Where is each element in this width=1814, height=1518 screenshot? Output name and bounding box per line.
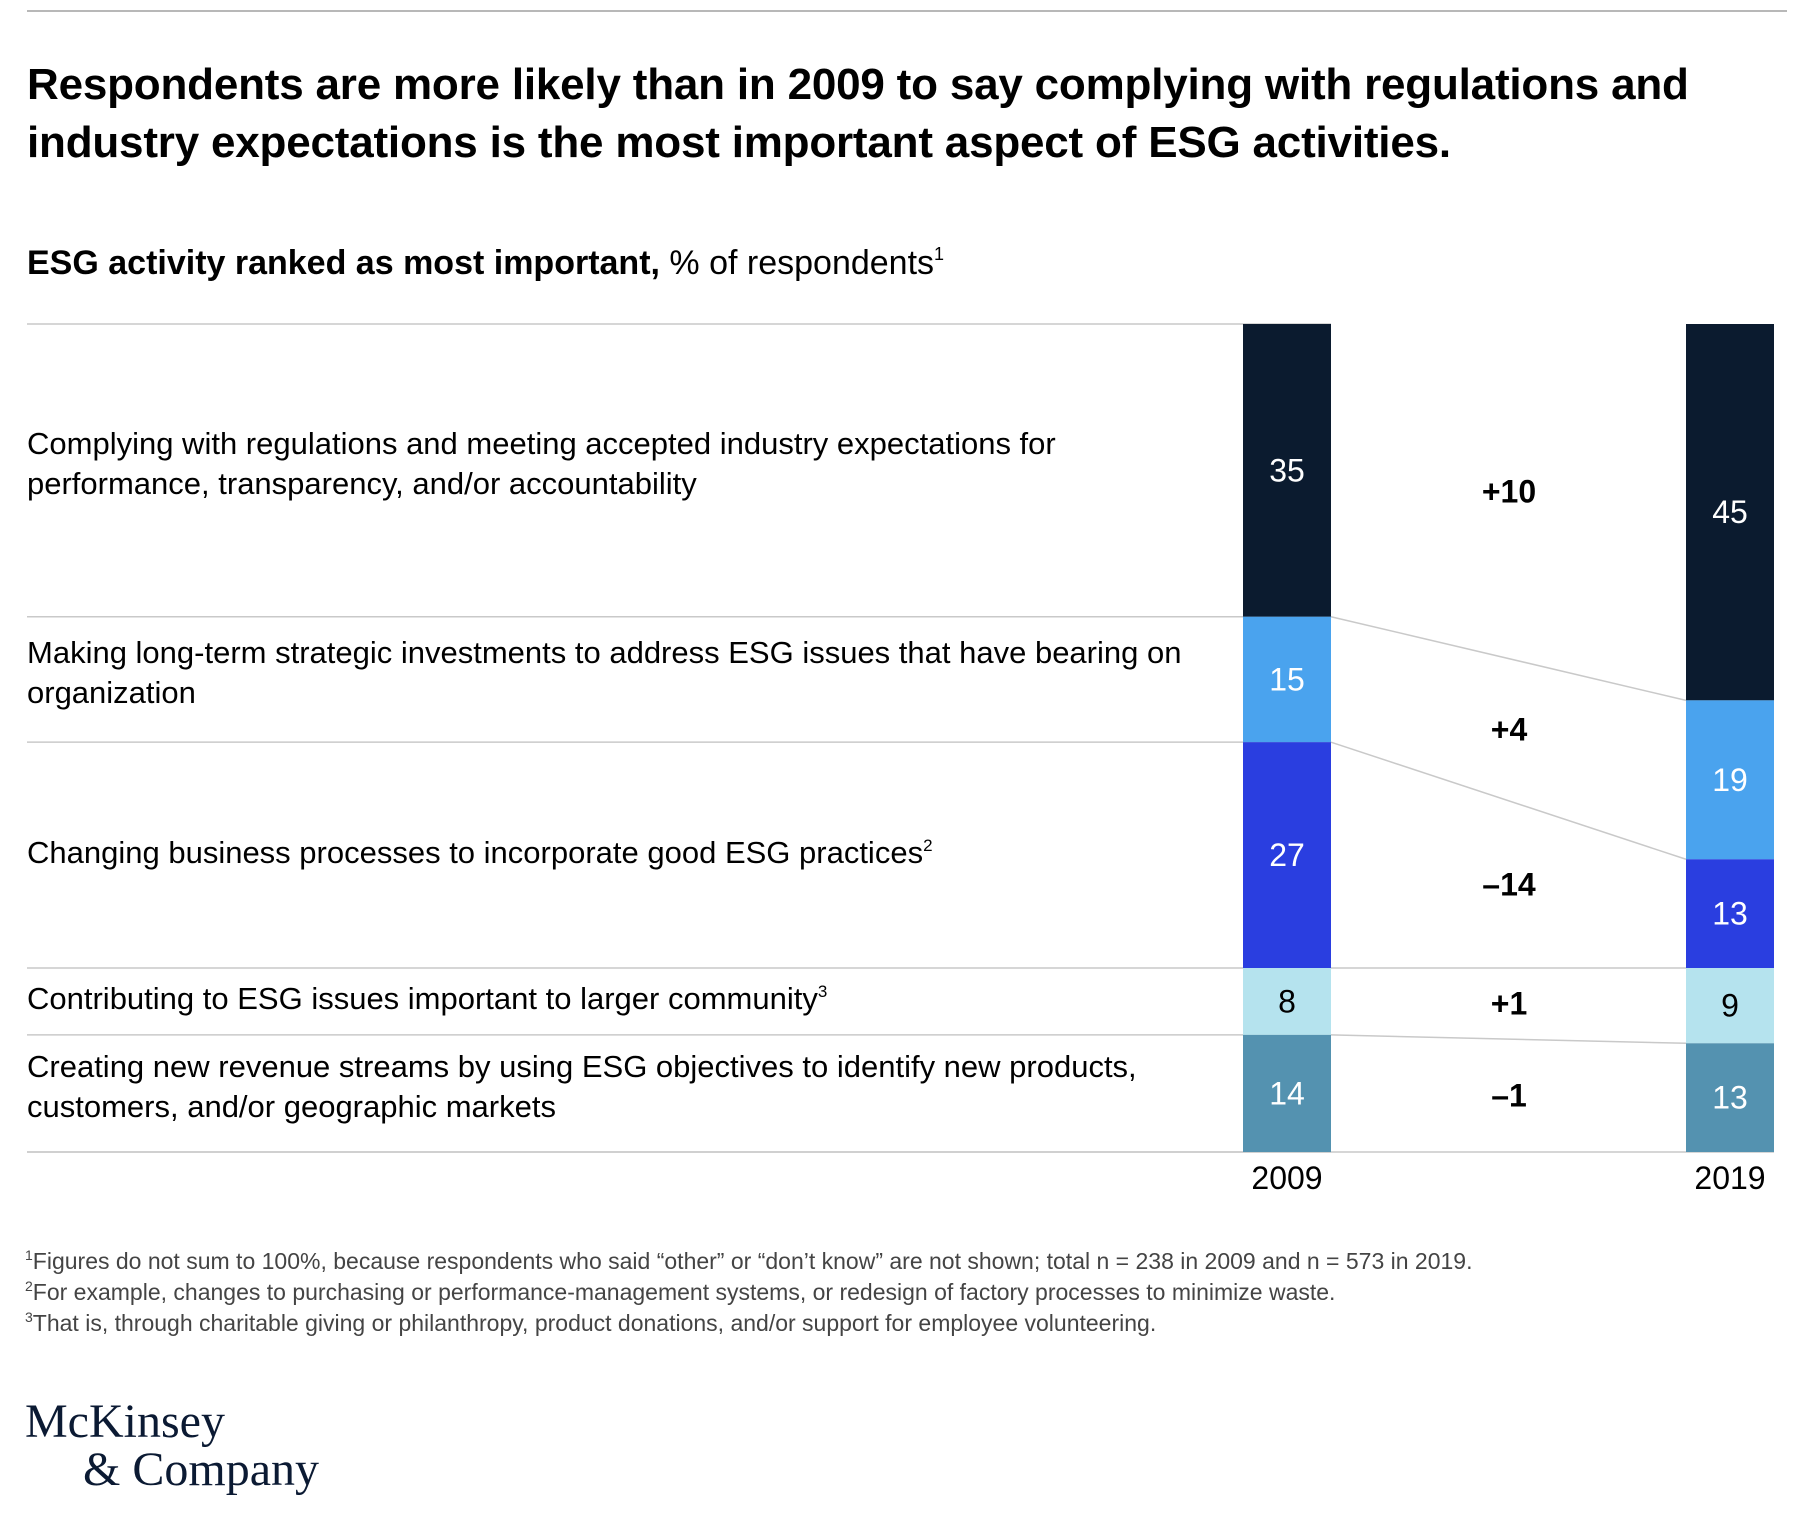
value-label: 27 xyxy=(1269,837,1305,873)
row-label-text: Complying with regulations and meeting a… xyxy=(27,426,1056,502)
footnote-text: That is, through charitable giving or ph… xyxy=(32,1310,1157,1336)
connector-line xyxy=(1330,615,1687,702)
footnote-marker: 1 xyxy=(25,1247,33,1263)
bar-segment-2009 xyxy=(1243,616,1331,743)
bar-segment-2009 xyxy=(1243,968,1331,1035)
footnote-text: For example, changes to purchasing or pe… xyxy=(32,1279,1336,1305)
bar-segment-2019 xyxy=(1686,324,1774,701)
row-label: Contributing to ESG issues important to … xyxy=(27,972,1197,1019)
value-label: 9 xyxy=(1721,988,1739,1024)
value-label: 14 xyxy=(1269,1075,1305,1111)
bar-segment-2019 xyxy=(1686,700,1774,860)
value-label: 15 xyxy=(1269,661,1305,697)
footnote-text: Figures do not sum to 100%, because resp… xyxy=(32,1248,1473,1274)
subtitle-unit: % of respondents xyxy=(669,244,935,282)
footnote-2: 2For example, changes to purchasing or p… xyxy=(25,1271,1335,1307)
value-label: 8 xyxy=(1278,983,1296,1019)
row-label-footnote-marker: 3 xyxy=(817,981,828,1001)
value-label: 35 xyxy=(1269,452,1305,488)
connector-line xyxy=(1330,1034,1687,1045)
value-label: 13 xyxy=(1712,1080,1748,1116)
row-label-text: Making long-term strategic investments t… xyxy=(27,635,1182,711)
row-label: Changing business processes to incorpora… xyxy=(27,826,1197,873)
value-label: 19 xyxy=(1712,762,1748,798)
chart-headline: Respondents are more likely than in 2009… xyxy=(27,60,1689,167)
footnote-3: 3That is, through charitable giving or p… xyxy=(25,1302,1156,1338)
subtitle-bold: ESG activity ranked as most important, xyxy=(27,244,660,282)
footnote-1: 1Figures do not sum to 100%, because res… xyxy=(25,1240,1473,1276)
top-divider xyxy=(27,10,1787,12)
bar-segment-2009 xyxy=(1243,324,1331,617)
chart-subtitle: ESG activity ranked as most important, %… xyxy=(27,230,944,287)
row-label: Making long-term strategic investments t… xyxy=(27,633,1197,713)
bar-segment-2019 xyxy=(1686,859,1774,968)
logo-line-2: & Company xyxy=(83,1443,319,1496)
subtitle-footnote-marker: 1 xyxy=(934,244,945,264)
footnote-marker: 2 xyxy=(25,1278,33,1294)
bar-segment-2019 xyxy=(1686,1043,1774,1152)
value-label: 13 xyxy=(1712,896,1748,932)
logo-line-1: McKinsey xyxy=(25,1395,225,1448)
footnote-marker: 3 xyxy=(25,1309,33,1325)
change-label: +4 xyxy=(1491,712,1528,748)
change-label: +10 xyxy=(1482,473,1536,509)
year-label-2019: 2019 xyxy=(1694,1160,1766,1196)
brand-logo: McKinsey & Company xyxy=(25,1398,319,1494)
bar-segment-2009 xyxy=(1243,1034,1331,1152)
connector-line xyxy=(1330,741,1687,860)
stacked-bar-chart: 35 45 +10 15 19 +4 27 13 –14 8 9 +1 14 13 –1 xyxy=(27,323,1774,1153)
bar-segment-2009 xyxy=(1243,742,1331,968)
bar-segment-2019 xyxy=(1686,968,1774,1044)
row-label: Complying with regulations and meeting a… xyxy=(27,424,1197,504)
change-label: +1 xyxy=(1491,986,1527,1022)
row-label-text: Creating new revenue streams by using ES… xyxy=(27,1049,1137,1125)
row-label-footnote-marker: 2 xyxy=(923,835,933,855)
row-label-text: Changing business processes to incorpora… xyxy=(27,834,924,870)
year-label-2009: 2009 xyxy=(1251,1160,1323,1196)
row-label-text: Contributing to ESG issues important to … xyxy=(27,980,818,1016)
value-label: 45 xyxy=(1712,494,1748,530)
row-label: Creating new revenue streams by using ES… xyxy=(27,1047,1197,1127)
change-label: –14 xyxy=(1482,866,1536,902)
change-label: –1 xyxy=(1491,1078,1527,1114)
